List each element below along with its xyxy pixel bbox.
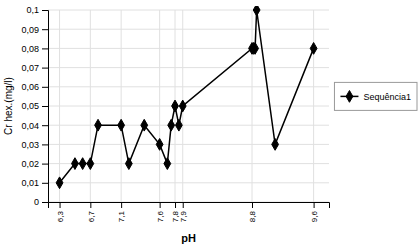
marker	[72, 158, 79, 170]
tick: 7,9	[179, 202, 188, 222]
marker	[175, 119, 182, 131]
tick-label: 6,3	[56, 210, 65, 222]
marker	[252, 43, 259, 55]
marker	[272, 139, 279, 151]
tick: 0,04	[21, 121, 48, 131]
tick-label: 0,04	[21, 121, 39, 131]
tick-label: 9,6	[310, 210, 319, 222]
grid-line	[48, 48, 329, 49]
tick: 0,08	[21, 44, 48, 54]
marker	[310, 43, 317, 55]
marker	[56, 177, 63, 189]
marker	[141, 119, 148, 131]
tick: 7,1	[117, 202, 126, 222]
axis-line	[49, 203, 330, 209]
marker	[125, 158, 132, 170]
marker	[118, 119, 125, 131]
tick-mark	[314, 202, 315, 208]
tick: 6,3	[56, 202, 65, 222]
tick: 0,02	[21, 159, 48, 169]
chart: 6,36,77,17,67,87,98,89,600,010,020,030,0…	[0, 0, 419, 250]
tick-label: 0,08	[21, 44, 39, 54]
tick: 8,8	[248, 202, 257, 222]
marker	[172, 100, 179, 112]
grid-line	[48, 67, 329, 68]
grid-line	[48, 86, 329, 87]
marker	[253, 6, 260, 16]
tick: 6,7	[87, 202, 96, 222]
tick: 9,6	[310, 202, 319, 222]
grid-line	[48, 29, 329, 30]
line	[60, 10, 314, 183]
tick: 0,1	[26, 5, 48, 15]
tick-label: 0,05	[21, 101, 39, 111]
tick-label: 7,9	[179, 210, 188, 222]
axis-line	[42, 11, 49, 203]
plot: 6,36,77,17,67,87,98,89,600,010,020,030,0…	[3, 4, 330, 244]
tick-label: 0,07	[21, 63, 39, 73]
marker	[87, 158, 94, 170]
y-axis: 0 0,01 0,02 0,03 0,04 0,05 0,06 0,07 0,08 0,09 0,1	[21, 5, 48, 207]
grid-line	[48, 182, 329, 183]
tick-mark	[121, 202, 122, 208]
legend-label: Sequência1	[363, 92, 411, 102]
marks	[56, 6, 317, 189]
tick-label: 0,01	[21, 178, 39, 188]
marker	[164, 158, 171, 170]
tick-mark	[160, 202, 161, 208]
tick-mark	[42, 68, 48, 69]
tick-mark	[42, 48, 48, 49]
tick-mark	[42, 164, 48, 165]
tick: 0	[34, 197, 48, 207]
marker	[79, 158, 86, 170]
tick-mark	[60, 202, 61, 208]
tick-label: 0	[34, 197, 39, 207]
grid-line	[48, 106, 329, 107]
tick: 0,09	[21, 25, 48, 35]
tick-label: 0,06	[21, 82, 39, 92]
marker	[179, 100, 186, 112]
marker	[168, 119, 175, 131]
tick-label: 0,09	[21, 25, 39, 35]
tick: 7,6	[156, 202, 165, 222]
grid-line	[48, 10, 329, 11]
tick-label: 0,03	[21, 140, 39, 150]
marker	[95, 119, 102, 131]
tick-label: 7,6	[156, 210, 165, 222]
grid-line	[48, 144, 329, 145]
tick: 0,01	[21, 178, 48, 188]
grid-line	[48, 125, 329, 126]
legend-marker	[346, 91, 353, 103]
legend: Sequência1	[334, 82, 417, 110]
tick: 0,05	[21, 101, 48, 111]
tick-mark	[175, 202, 176, 208]
marker	[156, 139, 163, 151]
grid	[48, 10, 329, 202]
tick-label: 0,1	[26, 5, 39, 15]
x-axis: 6,36,77,17,67,87,98,89,6	[49, 202, 330, 222]
tick-mark	[183, 202, 184, 208]
tick-mark	[90, 202, 91, 208]
tick-label: 6,7	[87, 210, 96, 222]
tick-mark	[42, 202, 48, 203]
tick: 0,07	[21, 63, 48, 73]
tick-label: 0,02	[21, 159, 39, 169]
tick-mark	[252, 202, 253, 208]
tick-mark	[42, 125, 48, 126]
tick-mark	[42, 106, 48, 107]
tick-mark	[42, 29, 48, 30]
tick-label: 8,8	[248, 210, 257, 222]
tick-mark	[42, 183, 48, 184]
legend-item: Sequência1	[340, 91, 411, 103]
tick: 0,03	[21, 140, 48, 150]
legend-box	[334, 82, 417, 110]
tick-mark	[42, 87, 48, 88]
tick-label: 7,1	[117, 210, 126, 222]
tick-mark	[42, 144, 48, 145]
y-axis-title: Cr hex.(mg/l)	[3, 77, 14, 135]
x-axis-title: pH	[181, 232, 196, 244]
tick-mark	[42, 10, 48, 11]
tick: 0,06	[21, 82, 48, 92]
